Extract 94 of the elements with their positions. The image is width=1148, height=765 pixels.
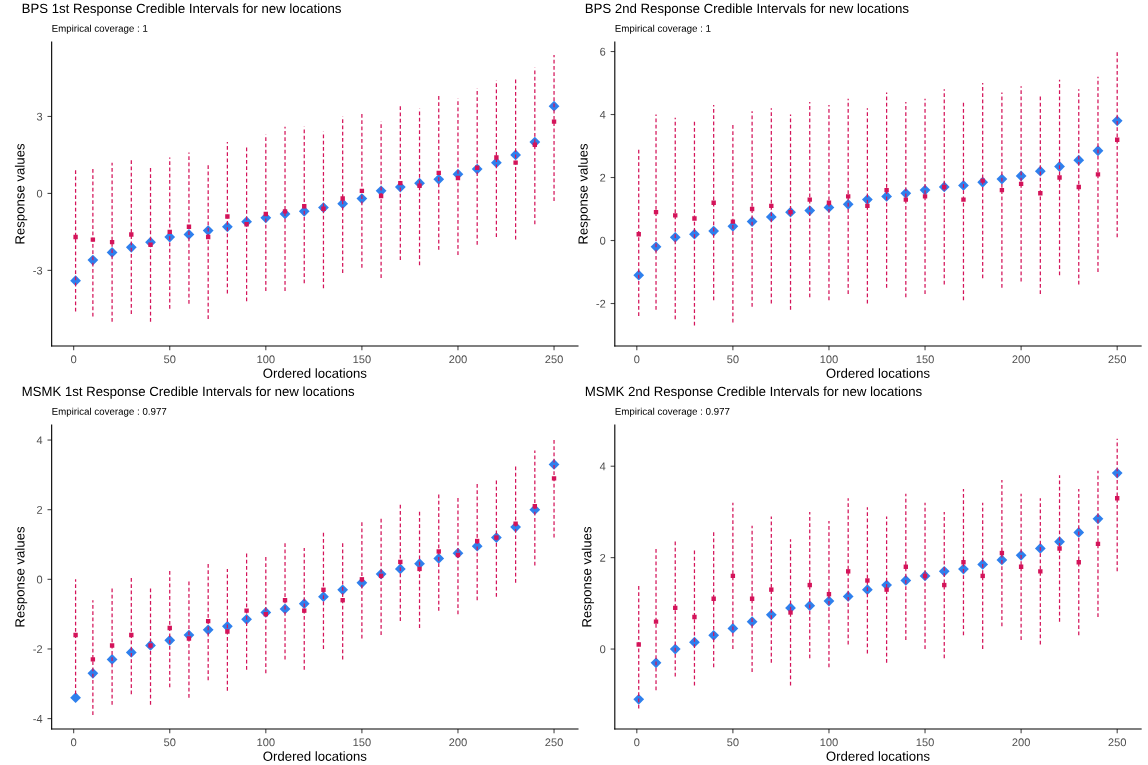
y-tick-label: 3 <box>36 112 43 121</box>
point <box>1057 175 1062 180</box>
point <box>788 610 793 615</box>
y-tick-label: 0 <box>36 189 43 198</box>
y-tick-label: 2 <box>600 553 606 562</box>
x-tick-label: 100 <box>820 738 838 747</box>
chart-title: BPS 2nd Response Credible Intervals for new locations <box>585 3 909 16</box>
point <box>70 692 81 704</box>
point <box>1111 467 1123 479</box>
x-tick-label: 50 <box>164 355 176 364</box>
y-axis-title: Response values <box>14 526 28 627</box>
point <box>318 591 329 603</box>
chart-subtitle: Empirical coverage : 0.977 <box>615 407 730 417</box>
point <box>222 221 233 233</box>
x-tick-label: 0 <box>71 738 77 747</box>
x-tick-label: 200 <box>1012 738 1030 747</box>
point <box>225 629 230 634</box>
point <box>321 587 326 592</box>
point <box>1057 546 1062 551</box>
x-tick-label: 250 <box>1108 738 1127 747</box>
point <box>961 197 966 202</box>
point <box>711 200 716 205</box>
y-axis-title: Response values <box>578 143 591 244</box>
y-tick-label: 2 <box>37 505 43 514</box>
point <box>636 642 641 647</box>
y-tick-label: 4 <box>36 436 43 445</box>
y-tick-label: 4 <box>599 462 606 471</box>
point <box>865 578 870 583</box>
point <box>692 216 697 221</box>
x-tick-label: 150 <box>916 355 934 364</box>
chart-title: BPS 1st Response Credible Intervals for new locations <box>22 3 341 16</box>
chart-subtitle: Empirical coverage : 1 <box>615 24 711 34</box>
y-axis-title: Response values <box>14 143 28 244</box>
x-axis-title: Ordered locations <box>826 368 930 378</box>
y-tick-label: 4 <box>599 110 606 119</box>
x-tick-label: 50 <box>164 738 176 747</box>
x-tick-label: 0 <box>634 355 640 364</box>
point <box>769 587 774 592</box>
point <box>1073 527 1085 538</box>
point <box>302 608 307 613</box>
y-tick-label: -2 <box>33 645 43 653</box>
y-axis-title: Response values <box>581 526 595 627</box>
y-tick-label: -3 <box>33 266 43 275</box>
x-tick-label: 150 <box>353 738 371 747</box>
point <box>244 608 249 613</box>
x-tick-label: 100 <box>820 355 838 364</box>
point <box>884 587 889 592</box>
point <box>842 591 854 602</box>
chart-title: MSMK 1st Response Credible Intervals for new locations <box>22 386 355 399</box>
x-tick-label: 50 <box>727 355 739 364</box>
point <box>1054 536 1065 548</box>
y-tick-label: -4 <box>33 714 43 723</box>
point <box>1111 115 1123 127</box>
y-tick-label: -2 <box>596 299 606 308</box>
point <box>513 521 518 526</box>
y-tick-label: 0 <box>600 236 606 245</box>
point <box>513 160 518 165</box>
y-tick-label: 2 <box>600 173 606 182</box>
point <box>129 232 134 237</box>
x-axis-title: Ordered locations <box>263 751 367 761</box>
x-tick-label: 200 <box>449 738 467 747</box>
chart-subtitle: Empirical coverage : 0.977 <box>52 407 167 417</box>
x-axis-title: Ordered locations <box>263 368 367 378</box>
chart-title: MSMK 2nd Response Credible Intervals for new locations <box>585 386 922 399</box>
point <box>958 180 969 191</box>
x-tick-label: 0 <box>71 355 77 364</box>
x-tick-label: 250 <box>1108 355 1127 364</box>
y-tick-label: 0 <box>600 645 606 654</box>
chart-subtitle: Empirical coverage : 1 <box>52 24 148 34</box>
point <box>417 183 422 188</box>
point <box>884 187 889 193</box>
x-tick-label: 150 <box>353 355 371 364</box>
point <box>708 629 720 641</box>
point <box>70 275 81 287</box>
x-tick-label: 150 <box>916 738 934 747</box>
x-tick-label: 50 <box>727 738 739 747</box>
x-tick-label: 250 <box>545 738 563 747</box>
point <box>494 155 499 160</box>
x-tick-label: 0 <box>634 738 640 747</box>
y-tick-label: 0 <box>36 575 43 584</box>
point <box>73 234 78 240</box>
point <box>977 559 989 570</box>
point <box>1038 569 1043 574</box>
x-tick-label: 250 <box>545 355 563 364</box>
y-tick-label: 6 <box>600 47 606 56</box>
point <box>961 560 966 565</box>
x-axis-title: Ordered locations <box>826 751 930 761</box>
x-tick-label: 200 <box>449 355 467 364</box>
x-tick-label: 100 <box>257 355 275 364</box>
x-tick-label: 200 <box>1012 355 1030 364</box>
point <box>845 569 851 574</box>
point <box>340 196 345 201</box>
point <box>225 214 230 219</box>
x-tick-label: 100 <box>257 738 275 747</box>
